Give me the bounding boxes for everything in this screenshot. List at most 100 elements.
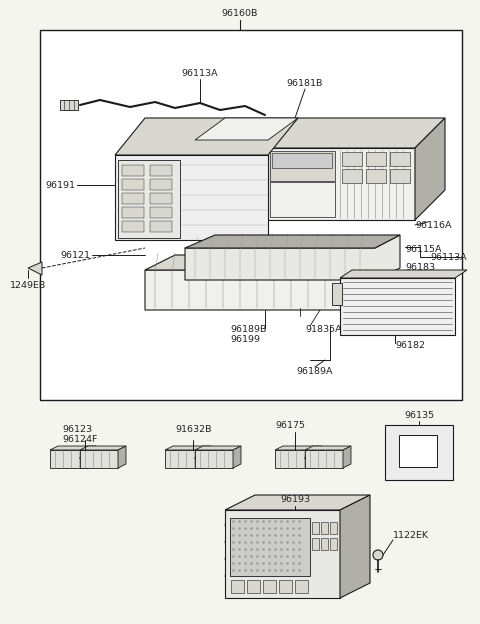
Bar [340,278,455,335]
Text: 96191: 96191 [45,180,75,190]
Polygon shape [118,446,126,468]
Polygon shape [203,446,211,468]
Polygon shape [165,450,203,468]
Circle shape [106,99,114,107]
Bar [231,580,244,593]
Bar [390,169,410,183]
Bar [150,207,172,218]
Polygon shape [145,255,390,270]
Bar [330,538,337,550]
Polygon shape [225,495,370,510]
Polygon shape [115,118,298,155]
Text: 96181B: 96181B [287,79,323,87]
Bar [263,580,276,593]
Text: 96160B: 96160B [222,9,258,19]
Circle shape [225,573,231,579]
Text: 96115A: 96115A [405,245,442,255]
Text: 96189B: 96189B [230,326,266,334]
Text: 96113A: 96113A [182,69,218,77]
Polygon shape [50,446,96,450]
Bar [230,518,310,576]
Polygon shape [88,446,96,468]
Polygon shape [195,118,298,140]
Polygon shape [115,155,268,240]
Polygon shape [185,235,400,248]
Circle shape [296,316,304,324]
Bar [332,283,342,305]
Circle shape [425,220,435,230]
Circle shape [225,556,231,562]
Bar [342,152,362,166]
Polygon shape [313,446,321,468]
Polygon shape [195,450,233,468]
Polygon shape [225,510,340,598]
Circle shape [343,557,357,571]
Bar [366,169,386,183]
Bar [390,152,410,166]
Bar [247,580,260,593]
Bar [122,207,144,218]
Text: 96123: 96123 [62,426,92,434]
Circle shape [211,104,219,112]
Circle shape [442,426,450,434]
Bar [312,522,319,534]
Circle shape [386,426,394,434]
Text: 96113A: 96113A [430,253,467,263]
Polygon shape [305,446,351,450]
Text: 96199: 96199 [230,334,260,343]
Polygon shape [343,446,351,468]
Circle shape [442,469,450,477]
Polygon shape [275,450,313,468]
Circle shape [176,102,184,110]
Bar [270,182,335,217]
Bar [122,179,144,190]
Circle shape [403,471,411,479]
Bar [150,179,172,190]
Bar [385,425,453,480]
Polygon shape [233,446,241,468]
Bar [122,193,144,204]
Polygon shape [305,450,343,468]
Circle shape [412,207,428,223]
Polygon shape [145,255,390,310]
Polygon shape [340,495,370,598]
Text: 96121: 96121 [60,250,90,260]
Circle shape [225,522,231,528]
Polygon shape [268,148,415,220]
Text: 96182: 96182 [395,341,425,349]
Polygon shape [165,446,211,450]
Text: 96135: 96135 [404,411,434,419]
Text: 96116A: 96116A [415,220,452,230]
Bar [342,169,362,183]
Text: 91835A: 91835A [305,326,342,334]
Circle shape [386,469,394,477]
Circle shape [373,550,383,560]
Text: 96175: 96175 [275,421,305,431]
Bar [312,538,319,550]
Text: 96193: 96193 [280,495,310,504]
Bar [122,221,144,232]
Bar [366,152,386,166]
Polygon shape [28,262,42,275]
Polygon shape [80,446,126,450]
Text: 96189A: 96189A [297,368,333,376]
Bar [321,538,328,550]
Text: 96124F: 96124F [62,434,97,444]
Text: 96183: 96183 [405,263,435,271]
Polygon shape [195,446,241,450]
Circle shape [426,471,434,479]
Bar [321,522,328,534]
Circle shape [425,192,435,202]
Bar [295,580,308,593]
Text: 91632B: 91632B [175,426,212,434]
Bar [60,100,78,110]
Polygon shape [185,235,400,280]
Bar [150,193,172,204]
Text: 1249EB: 1249EB [10,281,46,290]
Polygon shape [268,118,445,148]
Polygon shape [340,270,467,278]
Bar [272,153,332,168]
Polygon shape [50,450,88,468]
Bar [399,435,437,467]
Polygon shape [80,450,118,468]
